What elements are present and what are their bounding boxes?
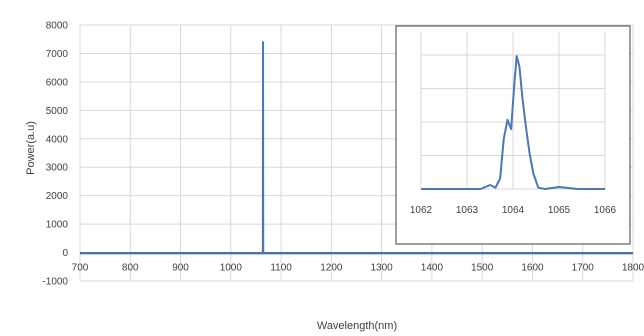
y-tick-label: 4000 [46, 134, 69, 145]
y-tick-label: 6000 [46, 77, 69, 88]
x-tick-labels: 700 800 900 1000 1100 1200 1300 1400 1500 1600 170… [72, 263, 644, 274]
y-tick-label: 0 [62, 248, 68, 259]
x-axis-title: Wavelength(nm) [317, 320, 397, 332]
y-tick-labels: -1000 0 1000 2000 3000 4000 5000 6000 7000 8000 [42, 21, 68, 288]
inset-chart: 1062 1063 1064 1065 1066 [395, 25, 631, 245]
inset-x-tick-label: 1063 [456, 205, 479, 216]
y-tick-label: 3000 [46, 163, 69, 174]
inset-x-tick-label: 1066 [594, 205, 617, 216]
x-tick-label: 1800 [622, 263, 644, 274]
x-tick-label: 900 [172, 263, 189, 274]
inset-x-tick-label: 1062 [410, 205, 433, 216]
x-tick-label: 1500 [471, 263, 494, 274]
x-tick-label: 1200 [320, 263, 343, 274]
spectrum-line [80, 41, 633, 255]
y-axis-title: Power(a.u) [25, 121, 37, 175]
x-tick-label: 1700 [572, 263, 595, 274]
inset-x-tick-label: 1065 [548, 205, 571, 216]
y-tick-label: 7000 [46, 49, 69, 60]
x-tick-label: 800 [122, 263, 139, 274]
y-tick-label: 8000 [46, 21, 69, 32]
inset-x-tick-labels: 1062 1063 1064 1065 1066 [410, 205, 617, 216]
inset-gridlines [420, 32, 606, 190]
x-tick-label: 1400 [421, 263, 444, 274]
inset-spectrum-line [421, 55, 605, 190]
inset-plot-area [421, 55, 605, 190]
inset-x-tick-label: 1064 [502, 205, 525, 216]
y-tick-label: 2000 [46, 191, 69, 202]
x-tick-label: 1000 [220, 263, 243, 274]
x-tick-label: 1100 [270, 263, 292, 274]
main-plot-area [80, 41, 633, 255]
y-tick-label: -1000 [42, 277, 68, 288]
y-tick-label: 1000 [46, 220, 69, 231]
y-tick-label: 5000 [46, 106, 69, 117]
x-tick-label: 1600 [521, 263, 544, 274]
x-tick-label: 700 [72, 263, 89, 274]
x-tick-label: 1300 [371, 263, 394, 274]
